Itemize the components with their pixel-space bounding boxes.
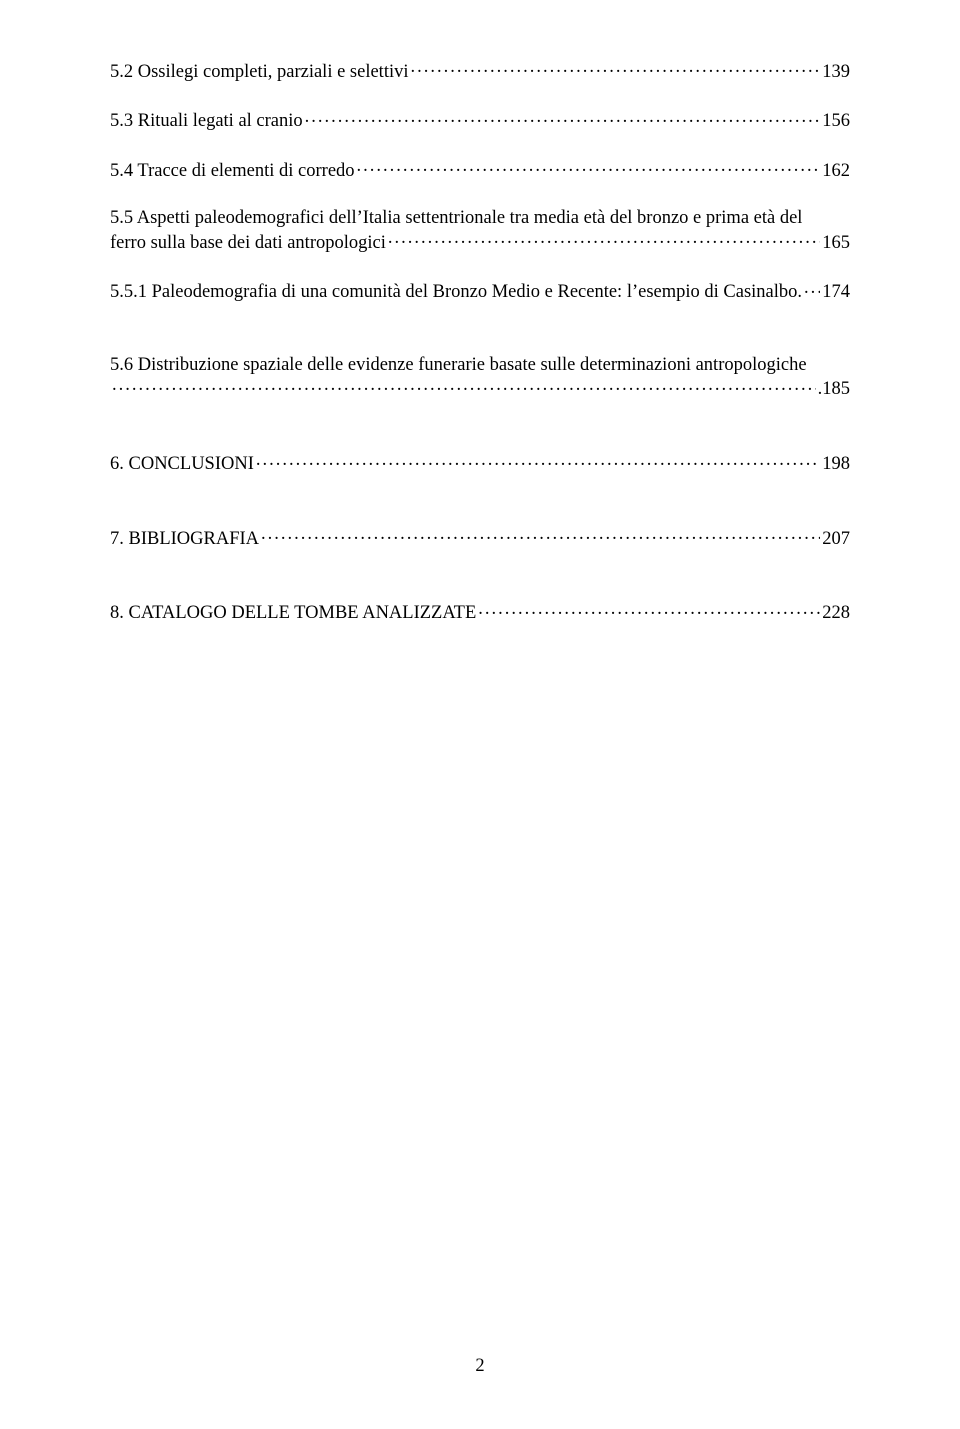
toc-entry-label: 6. CONCLUSIONI	[110, 453, 254, 475]
toc-entry-label: 8. CATALOGO DELLE TOMBE ANALIZZATE	[110, 602, 476, 624]
toc-entry-page: 174	[822, 281, 850, 303]
toc-entry-label: ferro sulla base dei dati antropologici	[110, 232, 386, 254]
toc-leader-dots	[305, 108, 821, 127]
toc-leader-dots	[261, 525, 820, 544]
toc-entry: 5.3 Rituali legati al cranio 156	[110, 108, 850, 133]
toc-entry-page: 228	[822, 602, 850, 624]
toc-leader-dots	[478, 600, 820, 619]
document-page: 5.2 Ossilegi completi, parziali e selett…	[0, 0, 960, 1429]
toc-entry-label: 5.2 Ossilegi completi, parziali e selett…	[110, 61, 409, 83]
toc-leader-dots	[388, 229, 820, 248]
toc-leader-dots	[112, 376, 816, 395]
toc-entry: 5.6 Distribuzione spaziale delle evidenz…	[110, 354, 850, 376]
toc-entry-page: .185	[818, 378, 850, 400]
toc-entry-label: 5.3 Rituali legati al cranio	[110, 110, 303, 132]
toc-entry: ferro sulla base dei dati antropologici 1…	[110, 229, 850, 254]
toc-entry-label: 5.6 Distribuzione spaziale delle evidenz…	[110, 354, 807, 376]
toc-entry-page: 207	[822, 528, 850, 550]
toc-leader-dots	[357, 157, 821, 176]
toc-entry-label: 7. BIBLIOGRAFIA	[110, 528, 259, 550]
toc-entry-page: 162	[822, 160, 850, 182]
table-of-contents: 5.2 Ossilegi completi, parziali e selett…	[110, 58, 850, 625]
toc-entry-page: 139	[822, 61, 850, 83]
toc-entry: 7. BIBLIOGRAFIA 207	[110, 525, 850, 550]
toc-leader-dots	[411, 58, 821, 77]
toc-entry: 5.4 Tracce di elementi di corredo 162	[110, 157, 850, 182]
toc-entry-label: 5.5.1 Paleodemografia di una comunità de…	[110, 281, 802, 303]
toc-leader-dots	[256, 451, 820, 470]
page-number: 2	[0, 1355, 960, 1377]
toc-entry: 8. CATALOGO DELLE TOMBE ANALIZZATE 228	[110, 600, 850, 625]
toc-leader-dots	[804, 279, 820, 298]
toc-entry-label: 5.5 Aspetti paleodemografici dell’Italia…	[110, 207, 802, 229]
toc-entry-label: 5.4 Tracce di elementi di corredo	[110, 160, 355, 182]
toc-entry-page: 198	[822, 453, 850, 475]
toc-entry: 5.5 Aspetti paleodemografici dell’Italia…	[110, 207, 850, 229]
toc-entry-page: 156	[822, 110, 850, 132]
toc-entry: 6. CONCLUSIONI 198	[110, 451, 850, 476]
toc-entry-page: 165	[822, 232, 850, 254]
toc-entry: .185	[110, 376, 850, 401]
toc-entry: 5.5.1 Paleodemografia di una comunità de…	[110, 279, 850, 304]
toc-entry: 5.2 Ossilegi completi, parziali e selett…	[110, 58, 850, 83]
